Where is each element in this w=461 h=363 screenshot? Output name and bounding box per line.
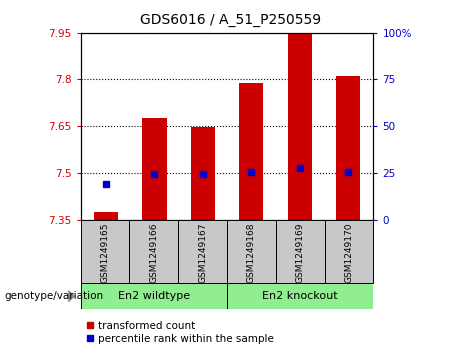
Bar bbox=[94, 212, 118, 220]
Text: GSM1249165: GSM1249165 bbox=[100, 223, 110, 283]
Bar bbox=[227, 220, 276, 283]
Bar bbox=[81, 220, 130, 283]
Bar bbox=[191, 127, 215, 220]
Text: GSM1249170: GSM1249170 bbox=[344, 223, 354, 283]
Text: GSM1249166: GSM1249166 bbox=[149, 223, 159, 283]
Bar bbox=[178, 220, 227, 283]
Bar bbox=[227, 283, 373, 309]
Bar bbox=[142, 118, 166, 220]
Bar bbox=[81, 283, 227, 309]
Bar bbox=[336, 76, 360, 220]
Polygon shape bbox=[68, 290, 75, 303]
Bar bbox=[239, 83, 263, 220]
Bar bbox=[288, 33, 312, 220]
Bar bbox=[130, 220, 178, 283]
Text: En2 knockout: En2 knockout bbox=[262, 291, 338, 301]
Bar bbox=[325, 220, 373, 283]
Text: En2 wildtype: En2 wildtype bbox=[118, 291, 190, 301]
Text: genotype/variation: genotype/variation bbox=[5, 291, 104, 301]
Text: GSM1249168: GSM1249168 bbox=[247, 223, 256, 283]
Text: GSM1249169: GSM1249169 bbox=[296, 223, 305, 283]
Text: GDS6016 / A_51_P250559: GDS6016 / A_51_P250559 bbox=[140, 13, 321, 27]
Bar bbox=[276, 220, 325, 283]
Legend: transformed count, percentile rank within the sample: transformed count, percentile rank withi… bbox=[86, 321, 274, 344]
Text: GSM1249167: GSM1249167 bbox=[198, 223, 207, 283]
